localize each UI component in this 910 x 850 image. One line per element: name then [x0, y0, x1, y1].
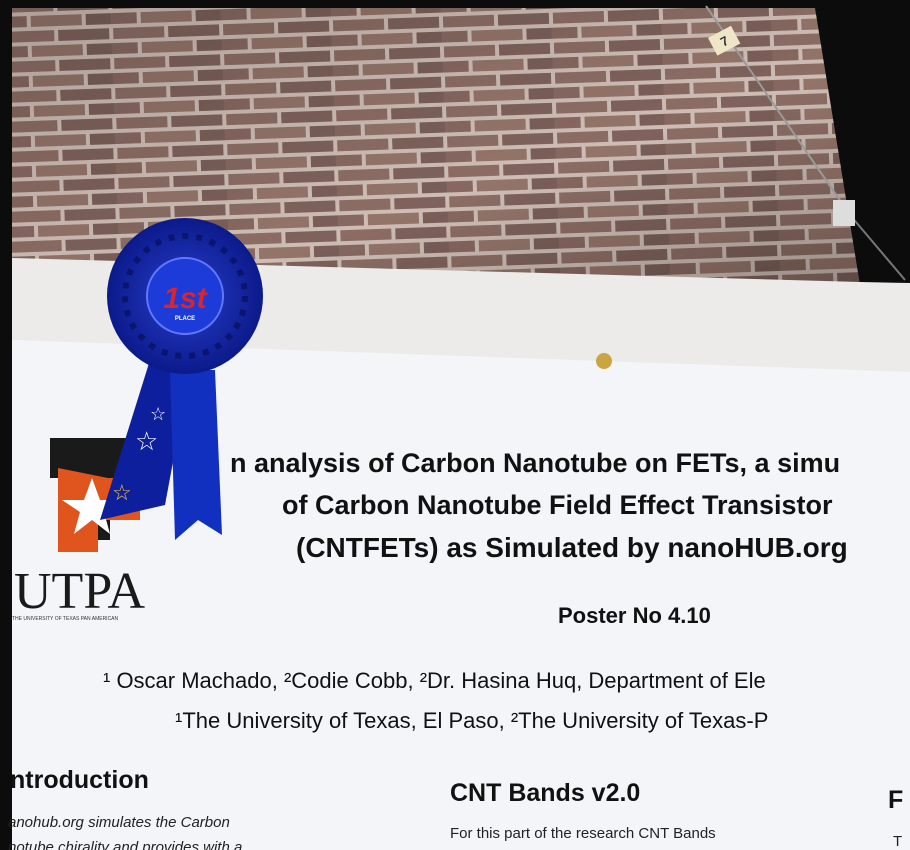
authors: ¹ Oscar Machado, ²Codie Cobb, ²Dr. Hasin… [103, 668, 766, 693]
affiliations: ¹The University of Texas, El Paso, ²The … [175, 708, 768, 733]
section-text: notube chirality and provides with a [8, 839, 242, 850]
logo-name: UTPA [14, 563, 145, 620]
pushpin [596, 353, 612, 369]
section-text: T [893, 833, 902, 850]
section-heading: ntroduction [10, 766, 149, 794]
title-line: n analysis of Carbon Nanotube on FETs, a… [230, 448, 840, 478]
section-text: For this part of the research CNT Bands [450, 825, 716, 842]
ribbon-label: PLACE [175, 316, 195, 322]
section-heading: CNT Bands v2.0 [450, 779, 640, 807]
photo: 7 UTPA THE UNIVERSITY OF TEXAS PAN AMERI… [0, 0, 910, 850]
logo-tagline: THE UNIVERSITY OF TEXAS PAN AMERICAN [12, 616, 119, 622]
ribbon-place: 1st [163, 282, 208, 315]
section-text: anohub.org simulates the Carbon [8, 814, 230, 831]
ribbon-tail [170, 370, 222, 540]
poster-number: Poster No 4.10 [558, 603, 711, 628]
section-heading: F [888, 786, 903, 814]
title-line: (CNTFETs) as Simulated by nanoHUB.org [296, 532, 848, 563]
ribbon-star: ☆ [135, 426, 158, 456]
ribbon-star: ☆ [112, 480, 132, 505]
title-line: of Carbon Nanotube Field Effect Transist… [282, 490, 833, 520]
ribbon-star: ☆ [150, 404, 166, 424]
wire-clip [833, 200, 855, 226]
